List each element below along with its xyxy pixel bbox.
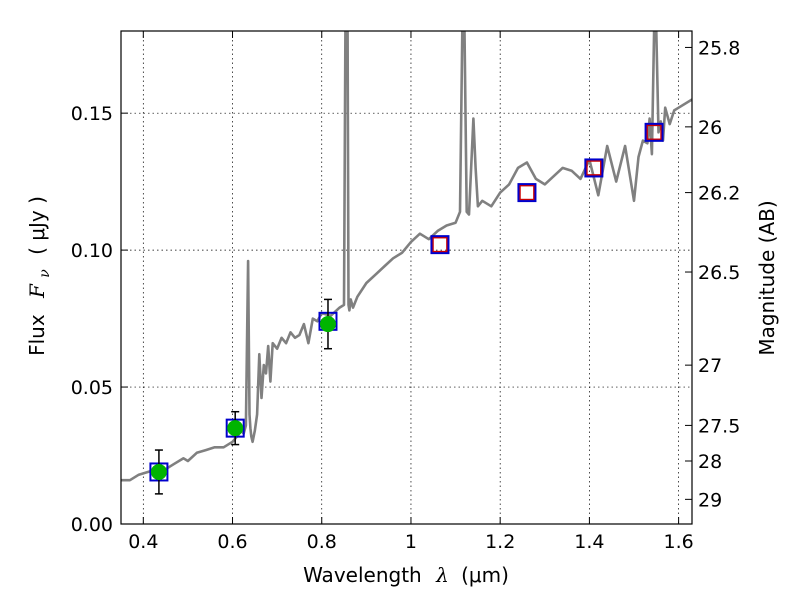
y2-tick-label: 27 [698,355,722,377]
y2-tick-label: 28 [698,451,722,473]
y-axis-title-text: Flux [25,314,49,356]
y2-tick-label: 27.5 [698,415,740,437]
model-box-marker [644,122,664,142]
sed-spectrum-layer [121,31,692,482]
model-box-marker [517,183,537,203]
y-axis-symbol: F [25,283,49,299]
y2-tick-label: 26.2 [698,183,740,205]
x-tick-label: 0.8 [307,531,337,553]
model-box-inner [646,124,662,141]
y-tick-label: 0.10 [71,240,113,262]
ticks-layer: 0.4 0.6 0.8 1 1.2 1.4 1.6 0.00 0.05 0.10 0.15 25.8 2… [71,31,740,553]
y2-tick-label: 25.8 [698,37,740,59]
y-axis-title: Flux F ν ( μJy ) [25,196,54,356]
y2-tick-label: 26 [698,117,722,139]
y2-tick-label: 26.5 [698,262,740,284]
plot-frame [120,30,693,525]
x-tick-label: 1.4 [574,531,604,553]
y-tick-label: 0.15 [71,103,113,125]
x-axis-unit: (μm) [461,563,509,587]
y-axis-symbol-sub: ν [37,269,53,278]
x-tick-label: 0.6 [217,531,247,553]
model-box-inner [432,236,448,253]
y-axis-unit: ( μJy ) [25,196,49,255]
model-box-inner [586,160,602,176]
photometry-layer [149,122,664,495]
photometry-point [150,463,167,480]
sed-spectrum-line [121,31,692,482]
photometry-point [319,316,336,333]
y-tick-label: 0.05 [71,377,113,399]
x-tick-label: 1.6 [664,531,694,553]
model-box-inner [519,184,535,201]
photometry-point [227,420,244,437]
x-axis-symbol: λ [435,563,449,587]
x-tick-label: 1 [405,531,417,553]
y2-tick-label: 29 [698,489,722,511]
x-axis-title: Wavelength λ (μm) [303,563,509,587]
model-box-marker [430,235,450,255]
x-axis-title-text: Wavelength [303,563,422,587]
x-tick-label: 0.4 [128,531,158,553]
model-box-marker [584,158,604,178]
x-tick-label: 1.2 [485,531,515,553]
y2-axis-title: Magnitude (AB) [755,200,779,355]
y-tick-label: 0.00 [71,514,113,536]
